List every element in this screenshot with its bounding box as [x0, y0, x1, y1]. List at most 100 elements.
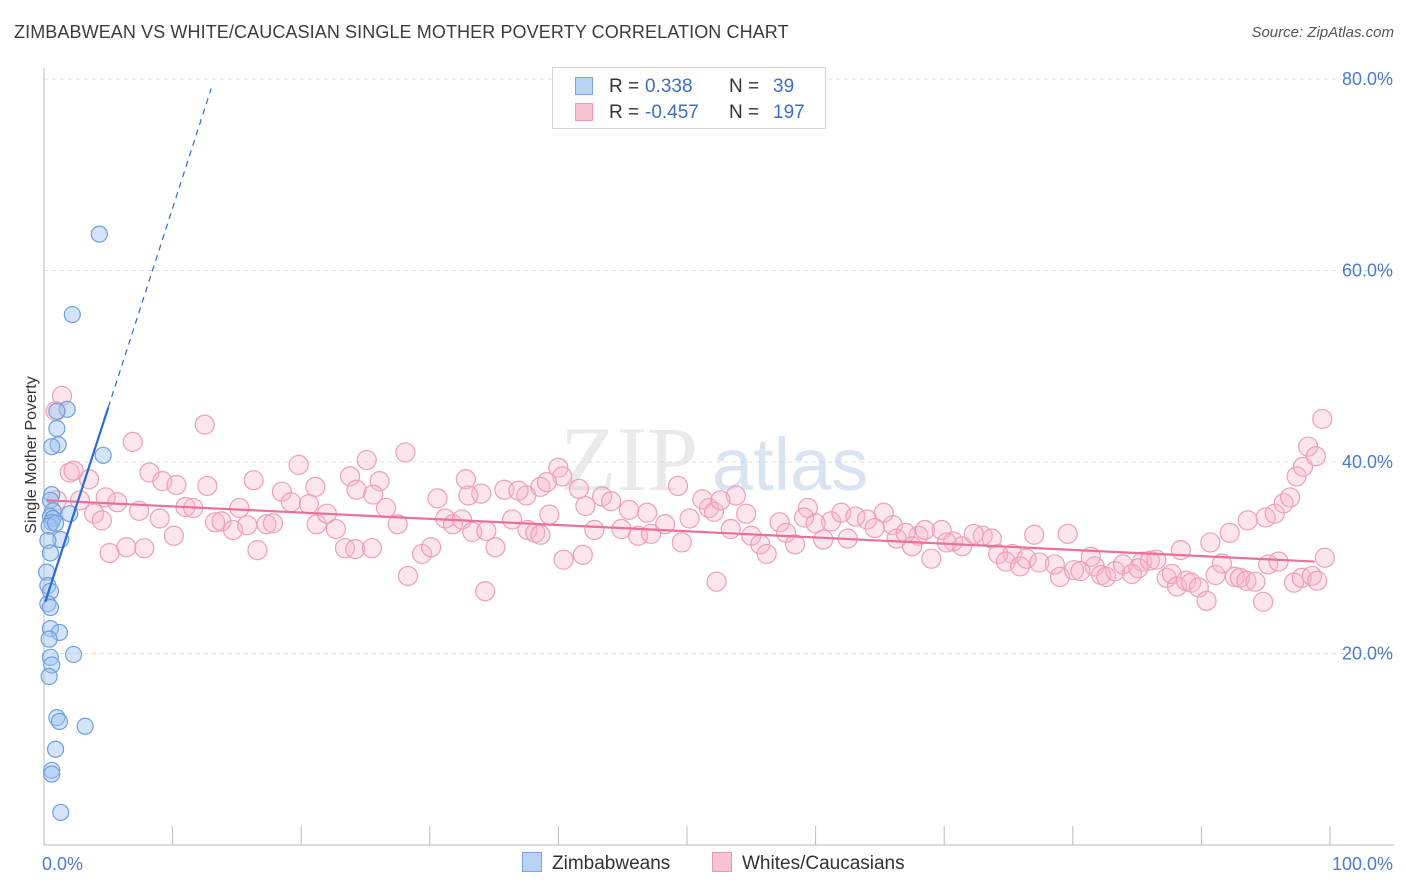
legend-item-whites-caucasians[interactable]: Whites/Caucasians [712, 852, 905, 875]
point-zimbabweans [43, 761, 61, 779]
point-whites-caucasians [288, 454, 309, 475]
point-whites-caucasians [346, 479, 367, 500]
point-whites-caucasians [584, 519, 605, 541]
point-whites-caucasians [502, 509, 523, 530]
point-whites-caucasians [204, 512, 226, 533]
point-whites-caucasians [280, 492, 302, 513]
point-whites-caucasians [769, 512, 790, 533]
watermark: ZIP atlas [560, 408, 868, 510]
point-whites-caucasians [908, 525, 929, 546]
point-whites-caucasians [63, 460, 84, 481]
point-zimbabweans [46, 740, 65, 758]
legend-r-value: -0.457 [645, 102, 699, 123]
point-zimbabweans [43, 438, 61, 456]
point-whites-caucasians [592, 486, 613, 507]
point-whites-caucasians [91, 510, 112, 531]
point-whites-caucasians [710, 490, 731, 511]
point-whites-caucasians [1280, 487, 1301, 508]
point-whites-caucasians [395, 442, 416, 463]
point-zimbabweans [41, 544, 60, 562]
axes [43, 68, 1394, 846]
point-whites-caucasians [474, 581, 496, 602]
point-whites-caucasians [1237, 510, 1258, 531]
point-whites-caucasians [298, 494, 320, 515]
point-whites-caucasians [306, 514, 327, 535]
point-whites-caucasians [1170, 539, 1191, 561]
point-whites-caucasians [1063, 560, 1085, 581]
legend-n-value: 39 [773, 76, 795, 97]
legend-swatch-whites-caucasians [575, 103, 593, 121]
y-tick-label-60: 60.0% [1342, 261, 1393, 281]
legend-swatch-zimbabweans [575, 77, 593, 95]
point-whites-caucasians [116, 537, 137, 558]
legend-item-zimbabweans[interactable]: Zimbabweans [522, 852, 670, 875]
legend-row-zimbabweans: R = 0.338 N = 39 [575, 76, 794, 100]
point-whites-caucasians [1016, 548, 1037, 569]
point-whites-caucasians [494, 479, 515, 500]
point-whites-caucasians [1024, 524, 1045, 545]
point-whites-caucasians [334, 538, 356, 559]
point-whites-caucasians [262, 513, 284, 534]
point-whites-caucasians [805, 513, 826, 534]
point-whites-caucasians [455, 469, 476, 490]
point-whites-caucasians [1139, 550, 1161, 571]
point-whites-caucasians [471, 483, 492, 504]
point-whites-caucasians [485, 537, 506, 558]
x-tick-label-0: 0.0% [42, 854, 83, 874]
point-whites-caucasians [1196, 590, 1217, 611]
point-whites-caucasians [568, 478, 590, 499]
y-tick-label-80: 80.0% [1342, 69, 1393, 89]
point-whites-caucasians [1305, 446, 1326, 467]
point-whites-caucasians [553, 549, 574, 570]
point-whites-caucasians [1253, 591, 1274, 612]
point-zimbabweans [52, 803, 70, 822]
point-whites-caucasians [1057, 523, 1078, 544]
point-whites-caucasians [667, 475, 689, 497]
trendlines [44, 88, 1315, 603]
legend-swatch-whites-caucasians [712, 852, 732, 872]
legend-label-zimbabweans: Zimbabweans [552, 853, 671, 874]
point-whites-caucasians [363, 484, 384, 505]
point-whites-caucasians [679, 508, 700, 529]
point-zimbabweans [40, 667, 58, 686]
point-whites-caucasians [369, 471, 390, 492]
gridlines [44, 78, 1394, 654]
point-whites-caucasians [530, 524, 551, 545]
point-whites-caucasians [345, 539, 366, 560]
point-zimbabweans [40, 630, 58, 648]
x-tick-label-100: 100.0% [1332, 854, 1393, 874]
point-whites-caucasians [725, 485, 746, 506]
point-whites-caucasians [1245, 571, 1266, 592]
point-whites-caucasians [552, 466, 573, 487]
point-zimbabweans [58, 400, 76, 418]
point-whites-caucasians [305, 476, 326, 497]
point-whites-caucasians [517, 519, 538, 541]
watermark-atlas: atlas [712, 423, 868, 506]
point-zimbabweans [63, 305, 81, 324]
trendline-whites-caucasians [46, 499, 1315, 563]
point-whites-caucasians [536, 472, 557, 493]
point-whites-caucasians [1219, 522, 1240, 543]
point-whites-caucasians [1291, 567, 1312, 588]
point-whites-caucasians [1200, 532, 1221, 553]
point-whites-caucasians [84, 503, 105, 524]
legend-swatch-zimbabweans [522, 852, 542, 872]
point-whites-caucasians [237, 515, 258, 536]
legend-label-whites-caucasians: Whites/Caucasians [742, 853, 905, 874]
series-legend: Zimbabweans Whites/Caucasians [0, 852, 1406, 878]
point-zimbabweans [64, 645, 83, 664]
point-whites-caucasians [197, 475, 218, 497]
point-zimbabweans [41, 598, 60, 617]
point-whites-caucasians [1211, 553, 1233, 574]
chart-title: ZIMBABWEAN VS WHITE/CAUCASIAN SINGLE MOT… [14, 22, 789, 42]
point-whites-caucasians [921, 548, 942, 569]
y-axis-label: Single Mother Poverty [23, 376, 40, 533]
point-whites-caucasians [194, 414, 215, 435]
point-whites-caucasians [756, 543, 777, 565]
point-whites-caucasians [99, 542, 120, 564]
point-whites-caucasians [736, 503, 757, 524]
point-whites-caucasians [963, 523, 984, 544]
point-whites-caucasians [361, 538, 383, 559]
point-whites-caucasians [397, 565, 419, 587]
